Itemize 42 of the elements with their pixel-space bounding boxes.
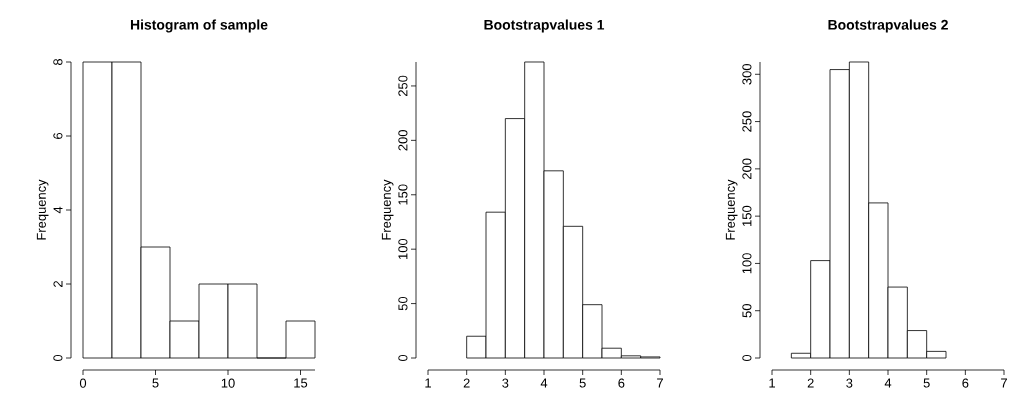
y-tick-label: 50 bbox=[742, 304, 752, 318]
chart-title: Bootstrapvalues 2 bbox=[828, 19, 948, 33]
x-tick-label: 15 bbox=[294, 378, 308, 388]
chart-title: Histogram of sample bbox=[130, 19, 268, 33]
y-tick-label: 250 bbox=[742, 111, 752, 132]
x-tick-label: 4 bbox=[884, 378, 892, 388]
x-tick-label: 6 bbox=[618, 378, 625, 388]
x-tick-label: 3 bbox=[502, 378, 509, 388]
chart-title: Bootstrapvalues 1 bbox=[484, 19, 605, 33]
y-axis-title: Frequency bbox=[36, 179, 49, 240]
y-tick-label: 0 bbox=[53, 354, 63, 362]
y-tick-label: 100 bbox=[742, 253, 752, 274]
x-tick-label: 7 bbox=[657, 378, 663, 388]
x-tick-label: 10 bbox=[221, 378, 235, 388]
x-tick-label: 5 bbox=[152, 378, 159, 388]
y-tick-label: 4 bbox=[53, 206, 63, 214]
y-tick-label: 0 bbox=[742, 354, 752, 362]
y-tick-label: 0 bbox=[398, 354, 408, 362]
y-tick-label: 250 bbox=[398, 75, 408, 97]
y-tick-label: 200 bbox=[742, 158, 752, 180]
x-tick-label: 7 bbox=[1001, 378, 1007, 388]
x-tick-label: 6 bbox=[962, 378, 969, 388]
x-tick-label: 4 bbox=[540, 378, 548, 388]
x-tick-label: 1 bbox=[425, 378, 431, 388]
y-tick-label: 50 bbox=[398, 296, 408, 311]
y-tick-label: 8 bbox=[53, 58, 63, 66]
y-tick-label: 300 bbox=[742, 63, 752, 85]
y-axis-title: Frequency bbox=[381, 179, 394, 240]
x-tick-label: 0 bbox=[79, 378, 87, 388]
x-tick-label: 3 bbox=[846, 378, 853, 388]
x-tick-label: 5 bbox=[579, 378, 586, 388]
y-axis-title: Frequency bbox=[725, 179, 738, 240]
x-tick-label: 1 bbox=[769, 378, 775, 388]
x-tick-label: 2 bbox=[463, 378, 470, 388]
x-tick-label: 2 bbox=[807, 378, 814, 388]
y-tick-label: 150 bbox=[398, 184, 408, 205]
y-tick-label: 100 bbox=[398, 238, 408, 259]
y-tick-label: 150 bbox=[742, 205, 752, 226]
y-tick-label: 200 bbox=[398, 130, 408, 151]
y-tick-label: 2 bbox=[53, 281, 63, 287]
x-tick-label: 5 bbox=[923, 378, 930, 388]
y-tick-label: 6 bbox=[53, 132, 63, 139]
